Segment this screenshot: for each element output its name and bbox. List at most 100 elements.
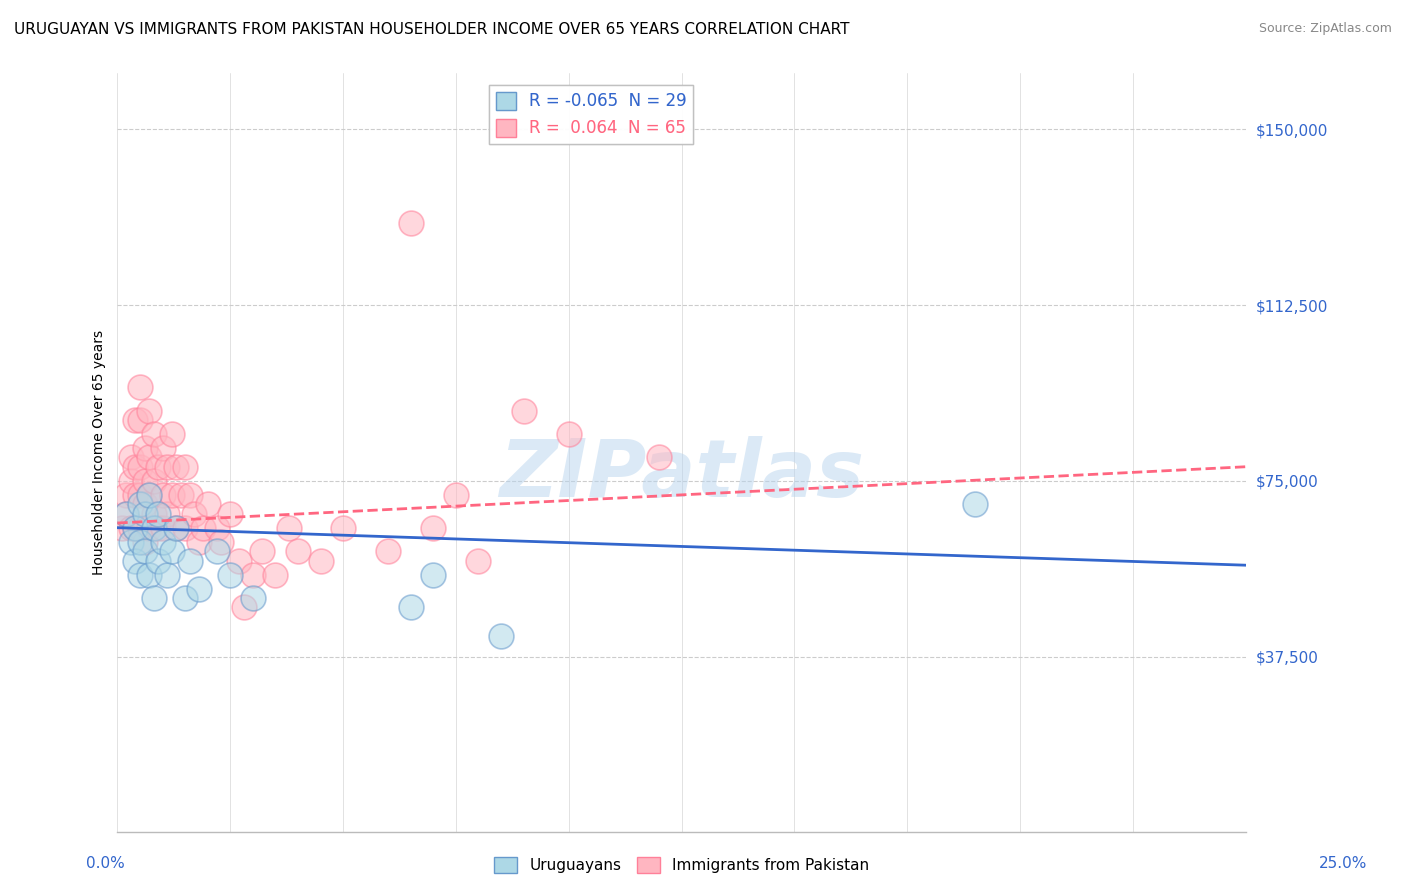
Point [138,521,160,535]
Point [205,544,228,558]
Point [264,567,287,582]
Point [467,553,489,567]
Point [152,521,174,535]
Point [146,553,169,567]
Point [242,567,264,582]
Point [174,521,197,535]
Point [444,488,467,502]
Point [169,488,191,502]
Text: URUGUAYAN VS IMMIGRANTS FROM PAKISTAN HOUSEHOLDER INCOME OVER 65 YEARS CORRELATI: URUGUAYAN VS IMMIGRANTS FROM PAKISTAN HO… [14,22,849,37]
Point [512,403,534,417]
Point [146,459,169,474]
Text: ZIPatlas: ZIPatlas [499,436,865,515]
Point [422,567,444,582]
Point [129,488,152,502]
Legend: R = -0.065  N = 29, R =  0.064  N = 65: R = -0.065 N = 29, R = 0.064 N = 65 [489,85,693,145]
Point [120,474,142,488]
Point [205,521,228,535]
Point [332,521,354,535]
Point [399,216,422,230]
Point [174,459,197,474]
Point [422,521,444,535]
Point [197,497,219,511]
Point [134,474,156,488]
Point [179,553,201,567]
Point [138,403,160,417]
Point [124,521,146,535]
Y-axis label: Householder Income Over 65 years: Householder Income Over 65 years [93,330,107,575]
Point [209,534,232,549]
Point [124,488,146,502]
Point [115,507,138,521]
Point [557,426,579,441]
Point [120,521,142,535]
Point [377,544,399,558]
Point [287,544,309,558]
Point [146,521,169,535]
Point [124,521,146,535]
Point [129,380,152,394]
Point [134,507,156,521]
Point [115,507,138,521]
Point [124,459,146,474]
Text: 25.0%: 25.0% [1319,856,1367,871]
Point [165,459,187,474]
Point [142,591,165,605]
Point [193,521,215,535]
Point [111,521,134,535]
Point [152,534,174,549]
Point [165,521,187,535]
Point [309,553,332,567]
Point [129,459,152,474]
Point [129,413,152,427]
Point [142,507,165,521]
Point [187,582,209,596]
Point [156,567,179,582]
Point [165,521,187,535]
Point [277,521,299,535]
Point [124,413,146,427]
Point [160,544,183,558]
Point [120,450,142,465]
Point [242,591,264,605]
Point [138,488,160,502]
Point [142,474,165,488]
Point [156,459,179,474]
Point [156,507,179,521]
Point [134,441,156,455]
Point [160,426,183,441]
Point [138,567,160,582]
Point [129,567,152,582]
Text: Source: ZipAtlas.com: Source: ZipAtlas.com [1258,22,1392,36]
Point [129,534,152,549]
Text: 0.0%: 0.0% [86,856,125,871]
Point [187,534,209,549]
Point [179,488,201,502]
Point [142,426,165,441]
Point [115,488,138,502]
Point [134,544,156,558]
Point [963,497,986,511]
Point [219,507,242,521]
Point [250,544,273,558]
Point [146,507,169,521]
Point [219,567,242,582]
Point [142,521,165,535]
Point [138,488,160,502]
Point [160,488,183,502]
Point [648,450,671,465]
Point [134,534,156,549]
Point [120,534,142,549]
Point [228,553,250,567]
Point [152,441,174,455]
Point [124,553,146,567]
Point [134,497,156,511]
Point [129,521,152,535]
Point [138,450,160,465]
Point [232,600,254,615]
Point [129,497,152,511]
Point [399,600,422,615]
Point [152,488,174,502]
Point [489,628,512,642]
Point [183,507,205,521]
